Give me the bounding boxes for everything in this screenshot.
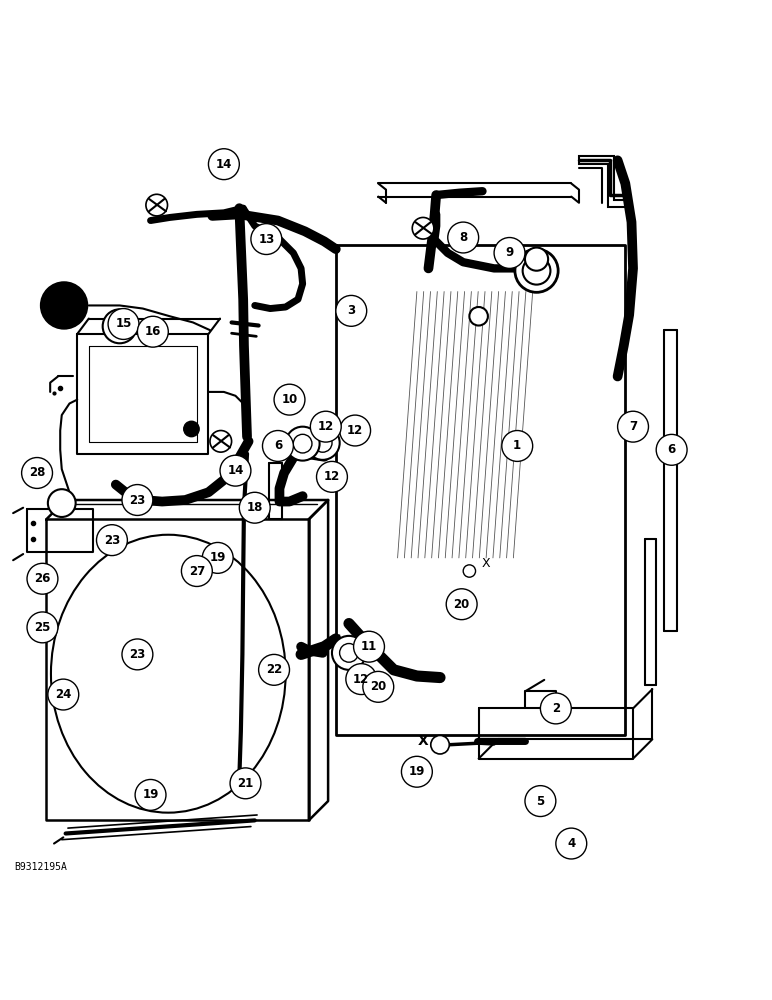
Circle shape — [41, 282, 87, 329]
Text: 20: 20 — [370, 680, 387, 693]
Circle shape — [448, 222, 479, 253]
Text: 5: 5 — [537, 795, 544, 808]
Text: 1: 1 — [513, 439, 521, 452]
Circle shape — [293, 434, 312, 453]
Circle shape — [96, 525, 127, 556]
Circle shape — [469, 307, 488, 326]
Text: 11: 11 — [361, 640, 378, 653]
Circle shape — [259, 654, 290, 685]
Circle shape — [122, 485, 153, 515]
Circle shape — [618, 411, 648, 442]
Text: 23: 23 — [129, 648, 146, 661]
Text: 18: 18 — [246, 501, 263, 514]
Circle shape — [27, 612, 58, 643]
Circle shape — [313, 434, 332, 452]
Circle shape — [22, 458, 52, 488]
Circle shape — [262, 431, 293, 461]
Circle shape — [525, 248, 548, 271]
Text: 12: 12 — [347, 424, 364, 437]
Text: 12: 12 — [323, 470, 340, 483]
Text: 4: 4 — [567, 837, 575, 850]
Text: 27: 27 — [188, 565, 205, 578]
Circle shape — [317, 461, 347, 492]
Circle shape — [306, 426, 340, 460]
Text: 24: 24 — [55, 688, 72, 701]
Circle shape — [220, 455, 251, 486]
Text: B9312195A: B9312195A — [14, 862, 66, 872]
Circle shape — [137, 316, 168, 347]
Text: 15: 15 — [115, 317, 132, 330]
Circle shape — [336, 295, 367, 326]
Text: 6: 6 — [668, 443, 676, 456]
Text: 21: 21 — [237, 777, 254, 790]
Circle shape — [184, 421, 199, 437]
Circle shape — [251, 224, 282, 255]
Text: 25: 25 — [34, 621, 51, 634]
Circle shape — [340, 644, 358, 662]
Text: 8: 8 — [459, 231, 467, 244]
Text: 19: 19 — [408, 765, 425, 778]
Circle shape — [274, 384, 305, 415]
Text: 9: 9 — [506, 246, 513, 259]
Text: 7: 7 — [629, 420, 637, 433]
Circle shape — [431, 735, 449, 754]
Text: 23: 23 — [129, 493, 146, 506]
Circle shape — [143, 319, 166, 342]
Text: 28: 28 — [29, 466, 46, 479]
Circle shape — [346, 664, 377, 695]
Circle shape — [108, 309, 139, 339]
Circle shape — [122, 639, 153, 670]
Circle shape — [48, 489, 76, 517]
Text: 26: 26 — [34, 572, 51, 585]
Text: 14: 14 — [215, 158, 232, 171]
Circle shape — [656, 434, 687, 465]
Text: 2: 2 — [552, 702, 560, 715]
Circle shape — [363, 671, 394, 702]
Text: 13: 13 — [258, 233, 275, 246]
Circle shape — [210, 431, 232, 452]
Circle shape — [48, 679, 79, 710]
Circle shape — [540, 693, 571, 724]
Text: 22: 22 — [266, 663, 283, 676]
Text: 3: 3 — [347, 304, 355, 317]
Circle shape — [401, 756, 432, 787]
Circle shape — [230, 768, 261, 799]
Circle shape — [556, 828, 587, 859]
Circle shape — [494, 238, 525, 268]
Circle shape — [239, 492, 270, 523]
Circle shape — [202, 542, 233, 573]
Text: 10: 10 — [281, 393, 298, 406]
Circle shape — [310, 411, 341, 442]
Circle shape — [515, 249, 558, 292]
Circle shape — [112, 319, 127, 334]
Circle shape — [181, 556, 212, 586]
Text: 6: 6 — [274, 439, 282, 452]
Circle shape — [27, 563, 58, 594]
Text: 19: 19 — [209, 551, 226, 564]
Circle shape — [340, 415, 371, 446]
Circle shape — [146, 194, 168, 216]
Circle shape — [135, 779, 166, 810]
Circle shape — [103, 309, 137, 343]
Circle shape — [354, 631, 384, 662]
Circle shape — [463, 565, 476, 577]
Circle shape — [332, 636, 366, 670]
Circle shape — [502, 431, 533, 461]
Text: 20: 20 — [453, 598, 470, 611]
Circle shape — [523, 257, 550, 285]
Circle shape — [208, 149, 239, 180]
Text: 12: 12 — [317, 420, 334, 433]
Text: 23: 23 — [103, 534, 120, 547]
Text: 12: 12 — [353, 673, 370, 686]
Text: 19: 19 — [142, 788, 159, 801]
Text: 16: 16 — [144, 325, 161, 338]
Circle shape — [446, 589, 477, 620]
Text: X: X — [418, 734, 428, 748]
Circle shape — [412, 217, 434, 239]
Circle shape — [525, 786, 556, 817]
Text: 14: 14 — [227, 464, 244, 477]
Text: X: X — [482, 557, 491, 570]
Circle shape — [286, 427, 320, 461]
